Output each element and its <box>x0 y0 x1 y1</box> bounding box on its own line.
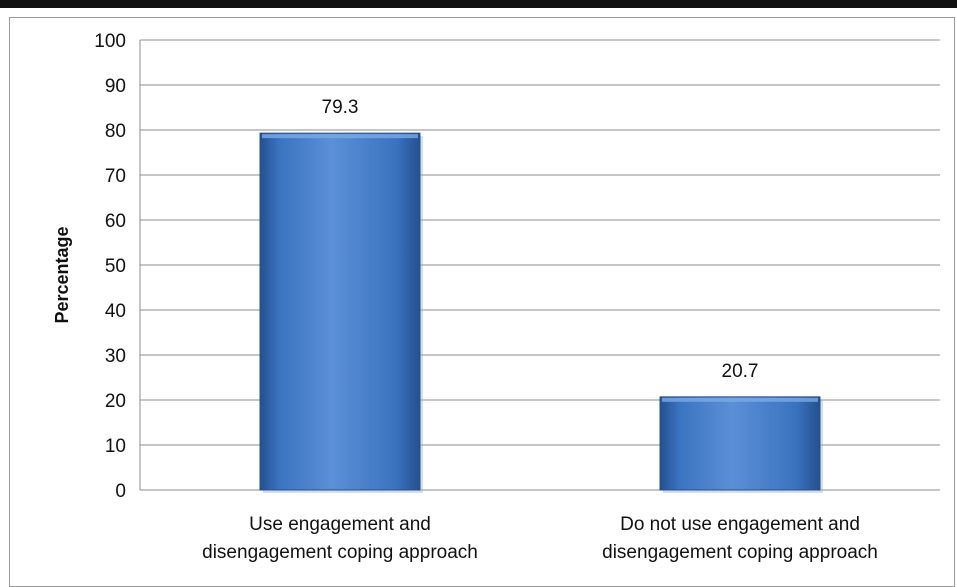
bar <box>259 132 421 491</box>
bars <box>259 132 823 493</box>
top-rule <box>0 0 957 8</box>
x-category-label: Do not use engagement and <box>620 514 860 535</box>
y-tick-label: 0 <box>115 481 126 502</box>
data-label: 20.7 <box>722 361 759 382</box>
chart-frame <box>9 17 955 587</box>
y-tick-label: 100 <box>94 31 126 52</box>
y-tick-label: 80 <box>105 121 126 142</box>
x-category-label: disengagement coping approach <box>202 542 478 563</box>
y-tick-label: 20 <box>105 391 126 412</box>
y-tick-labels: 0 10 20 30 40 50 60 70 80 90 100 <box>94 31 126 502</box>
y-tick-label: 90 <box>105 76 126 97</box>
y-tick-label: 50 <box>105 256 126 277</box>
x-category-label: disengagement coping approach <box>602 542 878 563</box>
y-tick-label: 70 <box>105 166 126 187</box>
bar <box>659 396 821 491</box>
y-tick-label: 60 <box>105 211 126 232</box>
y-tick-label: 30 <box>105 346 126 367</box>
x-category-label: Use engagement and <box>249 514 431 535</box>
x-category-labels: Use engagement and disengagement coping a… <box>202 514 878 563</box>
y-tick-label: 40 <box>105 301 126 322</box>
bar-highlight <box>662 397 818 402</box>
y-axis-title: Percentage <box>52 226 72 323</box>
y-tick-label: 10 <box>105 436 126 457</box>
data-labels: 79.3 20.7 <box>322 97 759 382</box>
data-label: 79.3 <box>322 97 359 118</box>
bar-highlight <box>262 134 418 139</box>
